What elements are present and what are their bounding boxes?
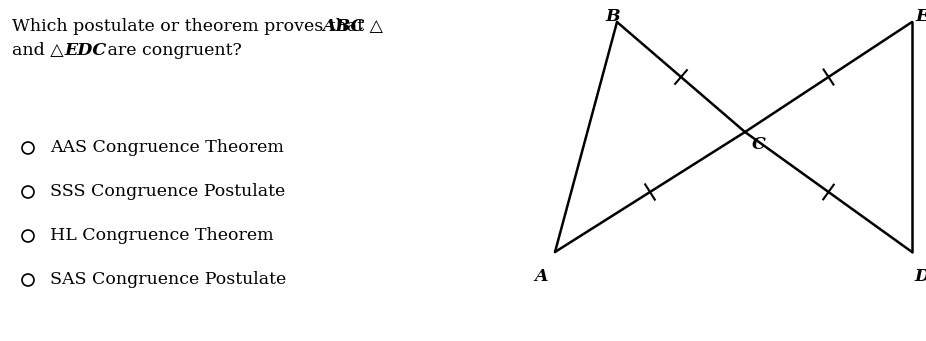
Text: are congruent?: are congruent? <box>102 42 242 59</box>
Text: SAS Congruence Postulate: SAS Congruence Postulate <box>50 271 286 288</box>
Text: B: B <box>606 8 620 25</box>
Text: A: A <box>534 268 548 285</box>
Text: E: E <box>916 8 926 25</box>
Text: SSS Congruence Postulate: SSS Congruence Postulate <box>50 183 285 201</box>
Text: EDC: EDC <box>64 42 106 59</box>
Text: C: C <box>752 136 766 153</box>
Text: ABC: ABC <box>322 18 364 35</box>
Text: AAS Congruence Theorem: AAS Congruence Theorem <box>50 139 284 157</box>
Text: Which postulate or theorem proves that △: Which postulate or theorem proves that △ <box>12 18 389 35</box>
Text: HL Congruence Theorem: HL Congruence Theorem <box>50 227 273 244</box>
Text: and △: and △ <box>12 42 69 59</box>
Text: D: D <box>915 268 926 285</box>
